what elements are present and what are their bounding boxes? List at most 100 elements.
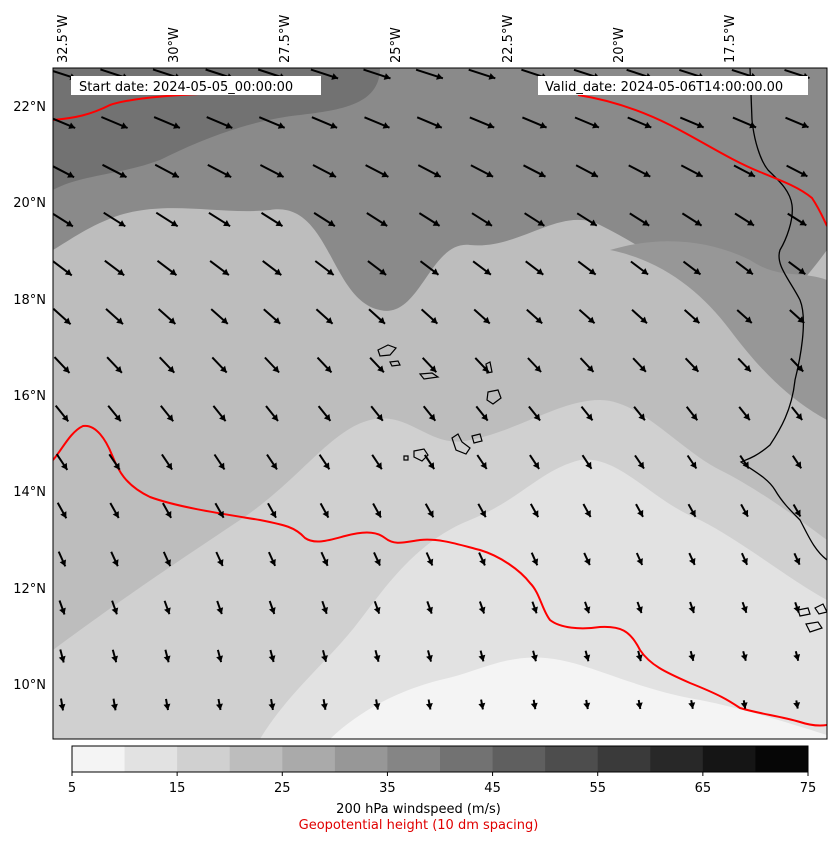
colorbar-swatch	[334, 746, 388, 772]
colorbar-tick-label: 65	[695, 781, 712, 796]
wind-arrow-head	[478, 654, 486, 662]
wind-arrow-head	[377, 365, 384, 373]
wind-arrow-head	[379, 268, 387, 275]
wind-arrow-head	[487, 122, 495, 129]
wind-arrow-head	[690, 413, 698, 421]
wind-arrow-head	[163, 703, 171, 711]
wind-arrow-head	[58, 703, 66, 711]
wind-arrow-head	[479, 510, 486, 518]
windspeed-band-light-2	[260, 459, 827, 739]
wind-arrow-head	[426, 558, 434, 566]
wind-arrow-head	[173, 122, 180, 129]
lon-label: 25°W	[389, 27, 404, 63]
windspeed-colorbar	[72, 746, 809, 772]
wind-arrow-head	[268, 703, 276, 710]
lat-label: 18°N	[13, 293, 46, 308]
cape-verde-island	[486, 389, 502, 405]
wind-arrow-head	[374, 558, 381, 566]
wind-arrow-head	[330, 122, 338, 129]
wind-arrow-head	[482, 365, 489, 373]
wind-arrow-head	[585, 461, 592, 469]
wind-arrow-head	[583, 606, 591, 614]
colorbar-swatch	[387, 746, 441, 772]
wind-arrow-head	[586, 365, 594, 372]
lat-label: 14°N	[13, 485, 46, 500]
wind-arrow-head	[488, 73, 496, 80]
wind-arrow-head	[60, 511, 67, 519]
wind-arrow-head	[373, 606, 381, 614]
colorbar-tick-label: 55	[589, 781, 606, 796]
wind-arrow-head	[112, 511, 119, 518]
wind-arrow-head	[383, 73, 391, 80]
wind-arrow-head	[692, 316, 700, 324]
wind-arrow-head	[635, 654, 643, 662]
wind-arrow-head	[375, 462, 382, 470]
wind-arrow-head	[741, 509, 749, 517]
colorbar-border	[71, 745, 809, 773]
colorbar-tick-label: 5	[68, 781, 76, 796]
colorbar-tick-label: 45	[484, 781, 501, 796]
wind-arrow-head	[59, 559, 66, 567]
lon-label: 30°W	[167, 27, 182, 63]
wind-arrow-head	[219, 414, 226, 422]
wind-arrow-head	[436, 73, 443, 80]
wind-arrow-head	[688, 654, 696, 661]
wind-arrow-head	[322, 510, 329, 518]
wind-arrow-head	[271, 414, 278, 421]
wind-arrow-head	[795, 461, 802, 469]
colorbar-swatch	[229, 746, 283, 772]
wind-arrow-head	[373, 655, 381, 662]
wind-arrow-head	[326, 268, 334, 275]
wind-arrow-head	[58, 655, 66, 663]
wind-arrow-head	[485, 219, 492, 226]
wind-arrow-head	[426, 654, 433, 662]
map-area[interactable]: Start date: 2024-05-05_00:00:00 Valid_da…	[48, 68, 827, 739]
wind-arrow-head	[690, 461, 697, 469]
wind-arrow-head	[689, 509, 696, 517]
wind-arrow-head	[329, 171, 336, 178]
wind-arrow-head	[800, 170, 808, 177]
wind-arrow-head	[588, 268, 596, 275]
wind-arrow-head	[163, 655, 171, 663]
lon-label: 22.5°W	[501, 15, 516, 63]
wind-arrow-head	[531, 558, 539, 566]
wind-arrow-head	[277, 122, 285, 129]
colorbar-swatch	[545, 746, 599, 772]
wind-arrow-head	[589, 219, 597, 226]
colorbar-tick-label: 25	[274, 781, 291, 796]
wind-arrow-head	[537, 219, 545, 226]
wind-arrow-head	[740, 654, 748, 661]
wind-arrow-head	[536, 268, 544, 275]
wind-arrow-head	[641, 268, 649, 275]
wind-arrow-head	[116, 317, 123, 325]
wind-arrow-head	[794, 509, 801, 517]
wind-arrow-head	[111, 607, 119, 615]
wind-arrow-head	[378, 317, 385, 324]
wind-arrow-head	[797, 316, 805, 323]
colorbar-sublabel: Geopotential height (10 dm spacing)	[298, 818, 539, 833]
wind-arrow-head	[430, 317, 438, 324]
bijagos-island	[814, 603, 827, 615]
wind-arrow-head	[740, 702, 748, 709]
wind-arrow-head	[321, 655, 328, 662]
colorbar-ticks: 5 15 25 35 45 55 65 75	[68, 772, 816, 796]
wind-arrow-head	[644, 121, 652, 129]
wind-arrow-head	[169, 268, 177, 276]
wind-arrow-head	[275, 220, 283, 227]
wind-arrow-head	[111, 703, 118, 711]
wind-arrow-head	[61, 414, 69, 422]
colorbar-label: 200 hPa windspeed (m/s)	[336, 802, 501, 817]
colorbar-swatch	[755, 746, 809, 772]
wind-arrow-head	[636, 606, 643, 614]
wind-arrow-head	[270, 510, 277, 518]
wind-arrow-head	[584, 510, 591, 517]
wind-arrow-head	[272, 365, 280, 373]
wind-arrow-head	[691, 365, 699, 372]
wind-arrow-head	[741, 557, 748, 565]
wind-arrow-head	[535, 316, 543, 324]
wind-arrow-head	[63, 317, 71, 325]
wind-arrow-head	[478, 702, 486, 710]
wind-arrow-head	[325, 317, 333, 324]
wind-arrow-head	[592, 122, 599, 129]
wind-arrow-head	[218, 462, 225, 470]
